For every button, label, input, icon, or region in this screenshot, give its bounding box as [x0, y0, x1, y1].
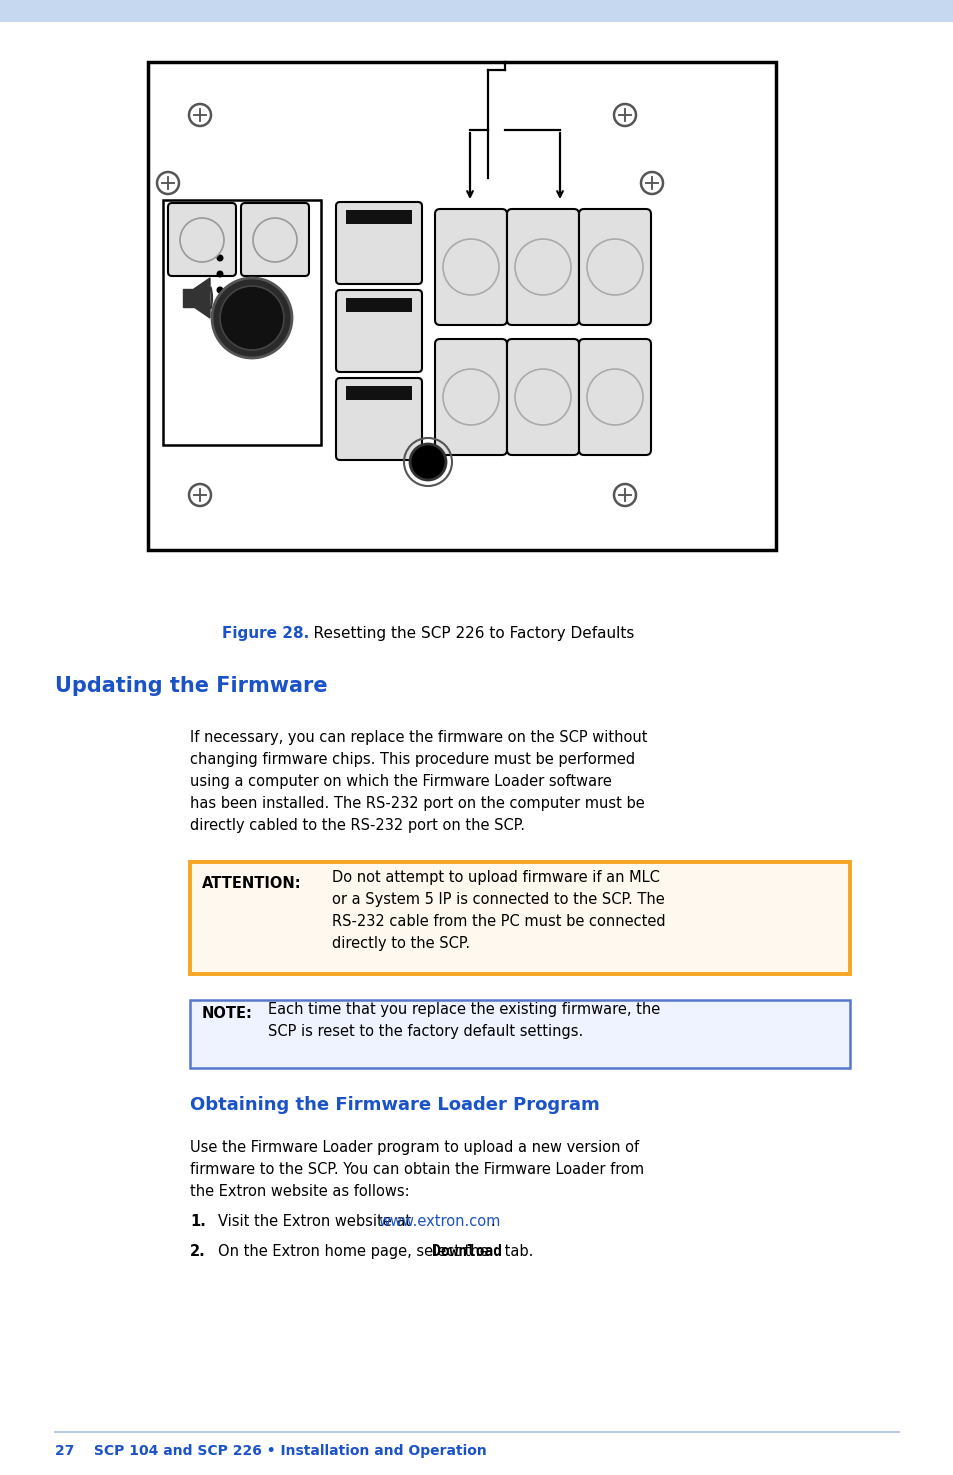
FancyBboxPatch shape — [0, 0, 953, 22]
Text: the Extron website as follows:: the Extron website as follows: — [190, 1184, 409, 1199]
FancyBboxPatch shape — [506, 339, 578, 454]
FancyBboxPatch shape — [335, 378, 421, 460]
FancyBboxPatch shape — [183, 289, 193, 307]
Text: directly to the SCP.: directly to the SCP. — [332, 937, 470, 951]
Text: tab.: tab. — [499, 1243, 533, 1260]
Text: ATTENTION:: ATTENTION: — [202, 876, 301, 891]
Text: has been installed. The RS-232 port on the computer must be: has been installed. The RS-232 port on t… — [190, 796, 644, 811]
FancyBboxPatch shape — [190, 861, 849, 974]
Circle shape — [217, 288, 223, 294]
Text: Updating the Firmware: Updating the Firmware — [55, 676, 327, 696]
Text: Use the Firmware Loader program to upload a new version of: Use the Firmware Loader program to uploa… — [190, 1140, 639, 1155]
Text: Resetting the SCP 226 to Factory Defaults: Resetting the SCP 226 to Factory Default… — [294, 625, 634, 642]
Text: using a computer on which the Firmware Loader software: using a computer on which the Firmware L… — [190, 774, 611, 789]
FancyBboxPatch shape — [335, 202, 421, 285]
Circle shape — [220, 286, 284, 350]
Text: firmware to the SCP. You can obtain the Firmware Loader from: firmware to the SCP. You can obtain the … — [190, 1162, 643, 1177]
FancyBboxPatch shape — [190, 1000, 849, 1068]
Text: On the Extron home page, select the: On the Extron home page, select the — [218, 1243, 493, 1260]
Text: SCP is reset to the factory default settings.: SCP is reset to the factory default sett… — [268, 1024, 582, 1038]
FancyBboxPatch shape — [346, 386, 412, 400]
Text: Download: Download — [432, 1243, 501, 1260]
Text: www.extron.com: www.extron.com — [377, 1214, 500, 1229]
FancyBboxPatch shape — [148, 62, 775, 550]
Text: .: . — [490, 1214, 495, 1229]
FancyBboxPatch shape — [241, 204, 309, 276]
Text: If necessary, you can replace the firmware on the SCP without: If necessary, you can replace the firmwa… — [190, 730, 647, 745]
FancyBboxPatch shape — [578, 209, 650, 324]
FancyBboxPatch shape — [435, 209, 506, 324]
Text: or a System 5 IP is connected to the SCP. The: or a System 5 IP is connected to the SCP… — [332, 892, 664, 907]
Text: Do not attempt to upload firmware if an MLC: Do not attempt to upload firmware if an … — [332, 870, 659, 885]
Text: Each time that you replace the existing firmware, the: Each time that you replace the existing … — [268, 1002, 659, 1016]
FancyBboxPatch shape — [163, 201, 320, 445]
Text: directly cabled to the RS-232 port on the SCP.: directly cabled to the RS-232 port on th… — [190, 819, 524, 833]
Text: Obtaining the Firmware Loader Program: Obtaining the Firmware Loader Program — [190, 1096, 599, 1114]
Text: Figure 28.: Figure 28. — [222, 625, 309, 642]
FancyBboxPatch shape — [346, 298, 412, 313]
Circle shape — [217, 255, 223, 261]
Circle shape — [217, 319, 223, 324]
FancyBboxPatch shape — [346, 209, 412, 224]
Polygon shape — [193, 277, 210, 319]
Text: 27    SCP 104 and SCP 226 • Installation and Operation: 27 SCP 104 and SCP 226 • Installation an… — [55, 1444, 486, 1457]
Text: 2.: 2. — [190, 1243, 206, 1260]
Circle shape — [212, 277, 292, 358]
Text: RS-232 cable from the PC must be connected: RS-232 cable from the PC must be connect… — [332, 914, 665, 929]
Text: NOTE:: NOTE: — [202, 1006, 253, 1021]
Circle shape — [410, 444, 446, 479]
FancyBboxPatch shape — [578, 339, 650, 454]
FancyBboxPatch shape — [168, 204, 235, 276]
Circle shape — [217, 271, 223, 277]
FancyBboxPatch shape — [335, 291, 421, 372]
FancyBboxPatch shape — [506, 209, 578, 324]
Text: 1.: 1. — [190, 1214, 206, 1229]
Text: changing firmware chips. This procedure must be performed: changing firmware chips. This procedure … — [190, 752, 635, 767]
FancyBboxPatch shape — [435, 339, 506, 454]
Circle shape — [217, 304, 223, 308]
Text: Visit the Extron website at: Visit the Extron website at — [218, 1214, 416, 1229]
